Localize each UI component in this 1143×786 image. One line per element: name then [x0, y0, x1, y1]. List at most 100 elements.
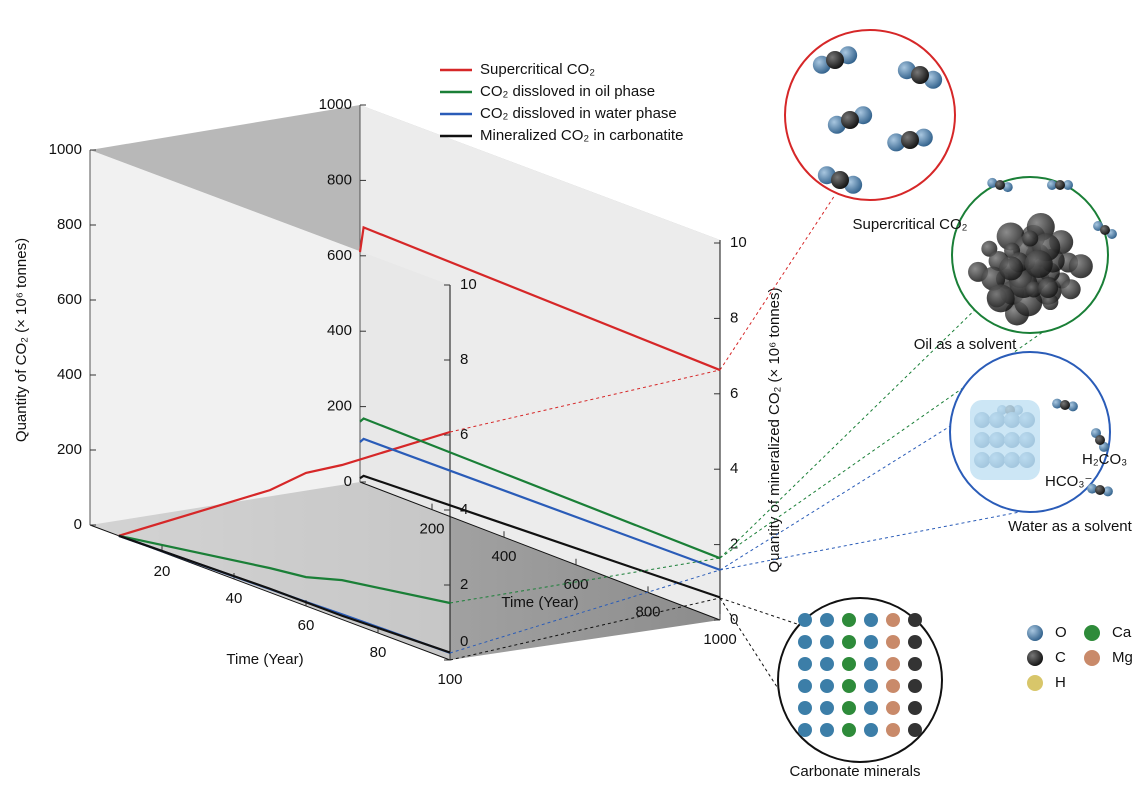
y-tick-label: 400 — [327, 322, 352, 339]
oil-blob — [986, 284, 1015, 313]
molecules: OCH Ca Mg — [798, 46, 1133, 737]
atom — [1047, 180, 1057, 190]
atom — [820, 679, 834, 693]
y2-axis-title: Quantity of mineralized CO₂ (× 10⁶ tonne… — [766, 287, 783, 572]
atom — [842, 613, 856, 627]
y-tick-label: 200 — [57, 441, 82, 458]
atom — [864, 613, 878, 627]
atom — [798, 701, 812, 715]
x-tick-label: 1000 — [703, 631, 736, 648]
y-tick-label: 800 — [327, 171, 352, 188]
water-box — [970, 400, 1040, 480]
atom — [908, 723, 922, 737]
y-tick-label: 1000 — [319, 96, 352, 113]
atom — [1095, 485, 1105, 495]
atom — [1095, 435, 1105, 445]
atom — [798, 679, 812, 693]
atom — [914, 128, 933, 147]
oil-blob — [1038, 278, 1059, 299]
y2-tick-label: 2 — [460, 576, 468, 593]
illustration-label: Supercritical CO₂ — [852, 216, 967, 233]
x-axis-title: Time (Year) — [501, 594, 578, 611]
atom — [864, 701, 878, 715]
series-line — [359, 437, 721, 571]
atom — [798, 723, 812, 737]
atom — [1060, 400, 1070, 410]
x-tick-label: 800 — [635, 603, 660, 620]
y2-tick-label: 6 — [460, 426, 468, 443]
oil-blob — [999, 256, 1024, 281]
atom — [1100, 225, 1110, 235]
atom — [886, 657, 900, 671]
atom — [820, 701, 834, 715]
x-tick-label: 200 — [419, 521, 444, 538]
y-tick-label: 0 — [344, 473, 352, 490]
legend-label: CO₂ dissloved in oil phase — [480, 83, 655, 100]
formula: HCO₃⁻ — [1045, 473, 1092, 490]
atom — [842, 679, 856, 693]
x-tick-label: 60 — [298, 617, 315, 634]
atom — [864, 679, 878, 693]
series-line — [359, 474, 721, 599]
x-tick-label: 600 — [563, 576, 588, 593]
x-tick-label: 100 — [437, 671, 462, 688]
element-swatch — [1027, 675, 1043, 691]
illustration-label: Oil as a solvent — [914, 336, 1017, 353]
illustration-label: Carbonate minerals — [790, 763, 921, 780]
atom — [798, 613, 812, 627]
y-tick-label: 1000 — [49, 141, 82, 158]
atom — [908, 613, 922, 627]
atom — [842, 723, 856, 737]
y-tick-label: 800 — [57, 216, 82, 233]
x-tick-label: 80 — [370, 644, 387, 661]
atom — [1067, 401, 1078, 412]
atom — [1002, 182, 1013, 193]
plot-area: 02004006008001000024681020406080100Time … — [13, 61, 783, 688]
element-swatch — [1084, 650, 1100, 666]
atom — [831, 171, 849, 189]
atom — [886, 635, 900, 649]
atom — [1087, 483, 1098, 494]
atom — [820, 635, 834, 649]
element-label: H — [1055, 674, 1066, 691]
y-tick-label: 600 — [327, 247, 352, 264]
legend-label: Mineralized CO₂ in carbonatite — [480, 127, 683, 144]
element-swatch — [1027, 625, 1043, 641]
atom — [995, 180, 1005, 190]
connectors — [449, 194, 1061, 716]
series-line — [118, 534, 451, 654]
atom — [886, 613, 900, 627]
atom — [841, 111, 859, 129]
element-swatch — [1084, 625, 1100, 641]
y2-tick-label: 10 — [460, 276, 477, 293]
atom — [987, 177, 998, 188]
oil-blob — [1068, 254, 1093, 279]
atom — [886, 723, 900, 737]
x-axis-title: Time (Year) — [226, 651, 303, 668]
y-tick-label: 600 — [57, 291, 82, 308]
y-axis-title: Quantity of CO₂ (× 10⁶ tonnes) — [13, 238, 30, 442]
y-tick-label: 400 — [57, 366, 82, 383]
atom — [820, 613, 834, 627]
oil-blob — [1022, 230, 1039, 247]
y2-tick-label: 4 — [730, 460, 738, 477]
x-tick-label: 400 — [491, 548, 516, 565]
y-tick-label: 200 — [327, 398, 352, 415]
atom — [842, 701, 856, 715]
y2-tick-label: 0 — [460, 633, 468, 650]
atom — [798, 635, 812, 649]
atom — [798, 657, 812, 671]
atom — [820, 723, 834, 737]
oil-blob — [1060, 279, 1081, 300]
series-line — [118, 534, 451, 605]
y2-tick-label: 10 — [730, 234, 747, 251]
y2-tick-label: 8 — [460, 351, 468, 368]
atom — [1052, 398, 1063, 409]
atom — [842, 657, 856, 671]
atom — [842, 635, 856, 649]
atom — [864, 723, 878, 737]
atom — [1063, 180, 1073, 190]
series-line — [118, 430, 451, 537]
element-label: O — [1055, 624, 1067, 641]
